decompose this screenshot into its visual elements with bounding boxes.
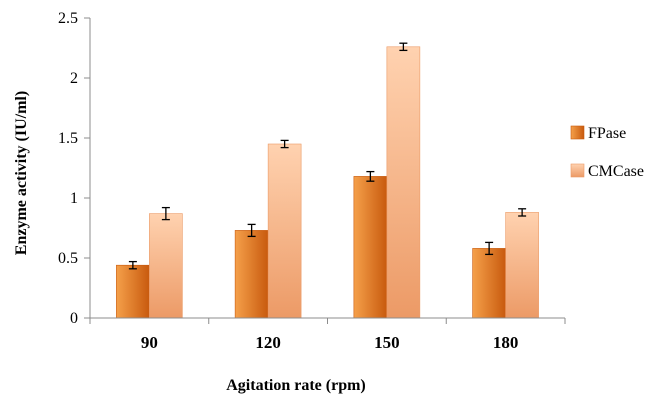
bar-fpase-180	[472, 248, 506, 319]
y-tick-label: 0	[70, 310, 78, 327]
legend: FPase CMCase	[570, 125, 644, 180]
bars-layer	[116, 46, 539, 319]
legend-swatch-fpase	[570, 125, 585, 140]
errorbar-cmcase-180	[518, 208, 527, 217]
bar-cmcase-150	[386, 46, 421, 319]
x-tick-label: 180	[493, 333, 519, 352]
errorbar-cmcase-90	[161, 206, 170, 221]
legend-swatch-cmcase	[570, 163, 585, 178]
bar-fpase-120	[234, 230, 269, 319]
x-axis-ticks: 90 120 150 180	[89, 318, 566, 352]
y-axis-ticks: 0 0.5 1 1.5 2 2.5	[58, 10, 90, 327]
y-tick-label: 2.5	[58, 10, 78, 27]
errorbar-fpase-150	[366, 170, 375, 182]
bar-fpase-90	[116, 264, 150, 319]
y-axis-title: Enzyme activity (IU/ml)	[13, 91, 30, 255]
bar-fpase-150	[353, 176, 388, 319]
y-tick-label: 1.5	[58, 130, 78, 147]
y-tick-label: 0.5	[58, 250, 78, 267]
bar-cmcase-90	[149, 213, 183, 319]
legend-label-fpase: FPase	[588, 125, 626, 142]
errorbar-fpase-90	[128, 260, 137, 270]
y-tick-label: 2	[70, 70, 78, 87]
x-tick-label: 150	[374, 333, 400, 352]
errorbar-cmcase-120	[280, 139, 289, 149]
x-tick-label: 120	[255, 333, 281, 352]
bar-cmcase-120	[267, 143, 302, 319]
errorbars-layer	[128, 42, 527, 270]
errorbar-fpase-180	[485, 241, 494, 256]
errorbar-cmcase-150	[399, 42, 408, 52]
y-tick-label: 1	[70, 190, 78, 207]
errorbar-fpase-120	[247, 223, 256, 238]
x-tick-label: 90	[141, 333, 158, 352]
x-axis-title: Agitation rate (rpm)	[226, 377, 366, 394]
legend-label-cmcase: CMCase	[588, 163, 644, 180]
bar-cmcase-180	[505, 212, 539, 319]
